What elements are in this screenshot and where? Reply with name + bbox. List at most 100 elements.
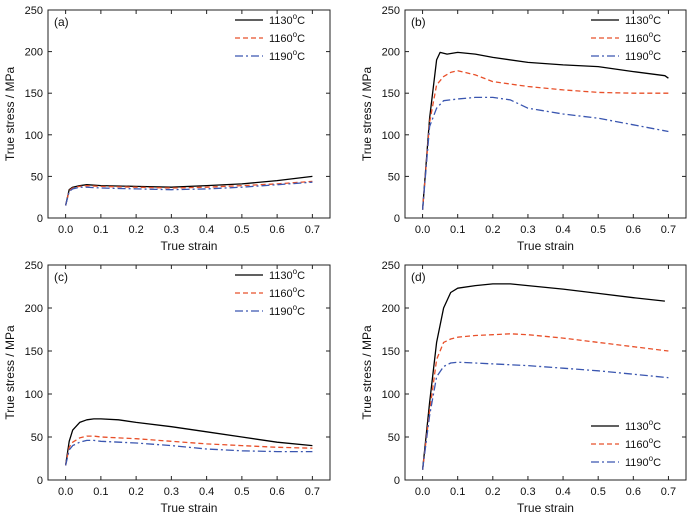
y-tick-label: 100 <box>382 389 400 401</box>
panel-label: (d) <box>411 270 426 284</box>
y-tick-label: 50 <box>388 171 400 183</box>
x-tick-label: 0.3 <box>164 224 179 236</box>
y-tick-label: 250 <box>25 5 43 17</box>
legend-label: 1190oC <box>269 48 305 63</box>
y-tick-label: 200 <box>382 303 400 315</box>
y-tick-label: 50 <box>31 432 43 444</box>
x-tick-label: 0.1 <box>93 486 108 498</box>
x-tick-label: 0.6 <box>626 224 641 236</box>
legend-label: 1130oC <box>269 12 305 27</box>
x-tick-label: 0.5 <box>591 486 606 498</box>
x-tick-label: 0.5 <box>591 224 606 236</box>
x-tick-label: 0.7 <box>661 224 676 236</box>
series-line-1160 <box>64 180 313 206</box>
series-line-1160 <box>64 435 313 466</box>
x-tick-label: 0.3 <box>520 224 535 236</box>
x-tick-label: 0.7 <box>305 224 320 236</box>
x-axis-label: True strain <box>517 239 574 253</box>
legend-label: 1190oC <box>625 48 661 63</box>
y-tick-label: 0 <box>37 213 43 225</box>
y-tick-label: 150 <box>25 346 43 358</box>
legend-label: 1160oC <box>269 30 305 45</box>
y-tick-label: 200 <box>382 47 400 59</box>
y-tick-label: 100 <box>25 389 43 401</box>
x-tick-label: 0.3 <box>520 486 535 498</box>
plot-frame <box>47 264 331 481</box>
legend-label: 1190oC <box>625 454 661 469</box>
x-tick-label: 0.5 <box>234 486 249 498</box>
panel-label: (a) <box>54 15 69 29</box>
y-tick-label: 150 <box>382 88 400 100</box>
x-tick-label: 0.6 <box>269 224 284 236</box>
series-line-1160 <box>421 70 669 210</box>
x-tick-label: 0.0 <box>415 224 430 236</box>
plot-frame <box>404 264 687 481</box>
series-line-1190 <box>64 181 313 206</box>
y-tick-label: 150 <box>382 346 400 358</box>
x-tick-label: 0.4 <box>555 224 570 236</box>
series-line-1130 <box>64 175 313 206</box>
x-tick-label: 0.2 <box>128 486 143 498</box>
x-axis-label: True strain <box>517 501 574 515</box>
chart-panel-3: 0 50 100 150 200 250 0.0 0.1 0.2 0.3 0.4 0.5 0.6 0.7 T… <box>3 260 331 515</box>
chart-panel-2: 0 50 100 150 200 250 0.0 0.1 0.2 0.3 0.4 0.5 0.6 0.7 T… <box>360 5 687 253</box>
series-line-1190 <box>421 361 669 470</box>
y-tick-label: 200 <box>25 303 43 315</box>
legend-label: 1160oC <box>625 30 661 45</box>
y-axis-label: True stress / MPa <box>360 67 374 162</box>
x-tick-label: 0.6 <box>626 486 641 498</box>
x-tick-label: 0.2 <box>128 224 143 236</box>
series-line-1160 <box>421 333 669 470</box>
legend-label: 1160oC <box>269 285 305 300</box>
legend-label: 1130oC <box>625 418 661 433</box>
legend-label: 1160oC <box>625 436 661 451</box>
y-tick-label: 50 <box>388 432 400 444</box>
x-tick-label: 0.0 <box>58 486 73 498</box>
x-tick-label: 0.6 <box>269 486 284 498</box>
x-axis-label: True strain <box>161 501 218 515</box>
x-axis-label: True strain <box>161 239 218 253</box>
y-axis-label: True stress / MPa <box>3 67 17 162</box>
y-axis-label: True stress / MPa <box>3 325 17 420</box>
y-tick-label: 250 <box>25 260 43 272</box>
x-tick-label: 0.2 <box>485 224 500 236</box>
x-tick-label: 0.4 <box>199 224 214 236</box>
x-tick-label: 0.0 <box>415 486 430 498</box>
y-tick-label: 150 <box>25 88 43 100</box>
y-tick-label: 50 <box>31 171 43 183</box>
legend-label: 1190oC <box>269 303 305 318</box>
y-tick-label: 0 <box>37 475 43 487</box>
legend-label: 1130oC <box>625 12 661 27</box>
x-tick-label: 0.1 <box>450 224 465 236</box>
panel-label: (c) <box>54 270 68 284</box>
x-tick-label: 0.1 <box>450 486 465 498</box>
series-line-1130 <box>421 51 669 210</box>
chart-panel-4: 0 50 100 150 200 250 0.0 0.1 0.2 0.3 0.4 0.5 0.6 0.7 T… <box>360 260 687 515</box>
x-tick-label: 0.4 <box>555 486 570 498</box>
y-tick-label: 0 <box>394 213 400 225</box>
x-tick-label: 0.1 <box>93 224 108 236</box>
x-tick-label: 0.4 <box>199 486 214 498</box>
series-line-1130 <box>64 418 313 466</box>
x-tick-label: 0.0 <box>58 224 73 236</box>
y-tick-label: 250 <box>382 5 400 17</box>
chart-panel-1: 0 50 100 150 200 250 0.0 0.1 0.2 0.3 0.4 0.5 0.6 0.7 T… <box>3 5 331 253</box>
plot-frame <box>47 9 331 219</box>
x-tick-label: 0.7 <box>661 486 676 498</box>
plot-frame <box>404 9 687 219</box>
legend-label: 1130oC <box>269 267 305 282</box>
y-tick-label: 100 <box>382 130 400 142</box>
series-line-1130 <box>421 283 665 470</box>
panel-label: (b) <box>411 15 426 29</box>
x-tick-label: 0.3 <box>164 486 179 498</box>
y-axis-label: True stress / MPa <box>360 325 374 420</box>
y-tick-label: 100 <box>25 130 43 142</box>
y-tick-label: 0 <box>394 475 400 487</box>
series-line-1190 <box>421 96 669 210</box>
x-tick-label: 0.2 <box>485 486 500 498</box>
x-tick-label: 0.7 <box>305 486 320 498</box>
y-tick-label: 200 <box>25 47 43 59</box>
y-tick-label: 250 <box>382 260 400 272</box>
series-line-1190 <box>64 439 313 466</box>
